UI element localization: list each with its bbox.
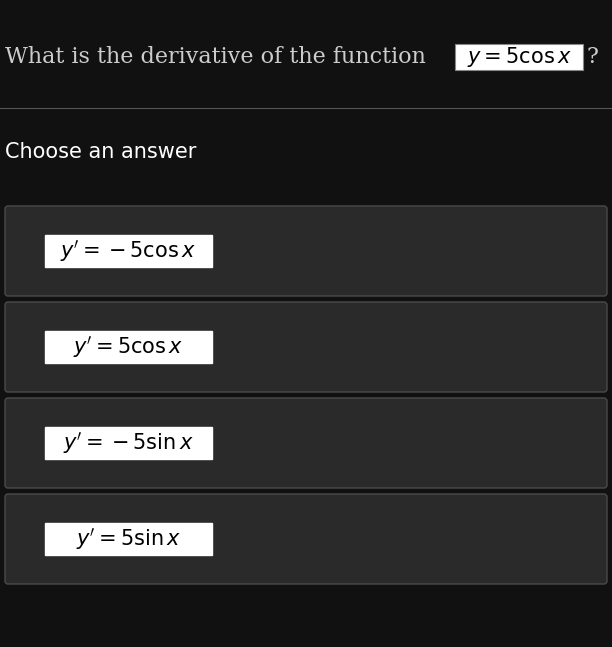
Text: What is the derivative of the function: What is the derivative of the function [5,46,433,68]
Text: $y' = 5\cos x$: $y' = 5\cos x$ [73,334,184,360]
FancyBboxPatch shape [5,398,607,488]
Text: Choose an answer: Choose an answer [5,142,196,162]
FancyBboxPatch shape [45,235,212,267]
FancyBboxPatch shape [455,44,583,70]
Text: $y' = 5\sin x$: $y' = 5\sin x$ [76,526,181,552]
FancyBboxPatch shape [45,427,212,459]
Text: $y' = -5\cos x$: $y' = -5\cos x$ [61,238,196,264]
Text: $y' = -5\sin x$: $y' = -5\sin x$ [63,430,194,456]
Text: ?: ? [586,46,598,68]
FancyBboxPatch shape [5,494,607,584]
FancyBboxPatch shape [5,206,607,296]
FancyBboxPatch shape [5,302,607,392]
Text: $y = 5\cos x$: $y = 5\cos x$ [466,45,572,69]
FancyBboxPatch shape [45,331,212,363]
FancyBboxPatch shape [45,523,212,555]
